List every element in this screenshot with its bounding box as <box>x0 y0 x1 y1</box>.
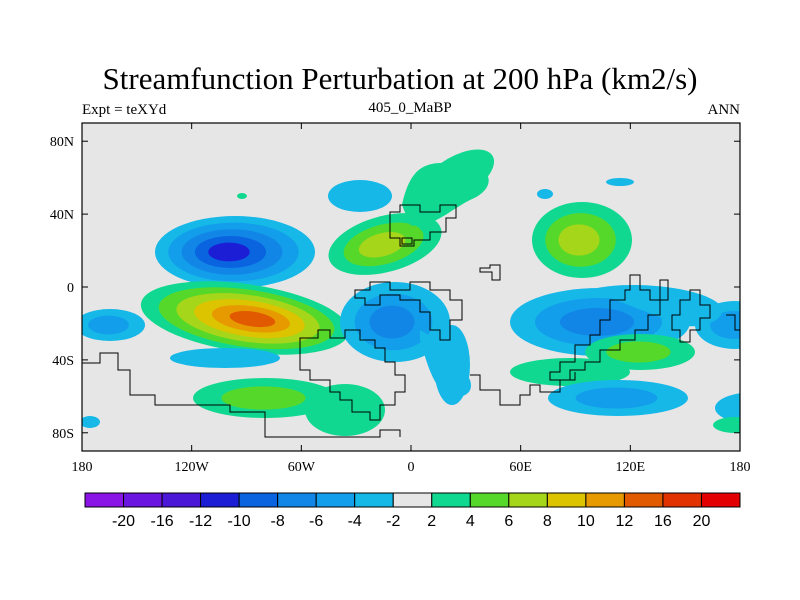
north-america-coast <box>82 352 401 438</box>
colorbar-box <box>123 492 163 508</box>
north-atlantic-bridge <box>402 162 489 226</box>
coastline <box>82 204 740 438</box>
experiment-label: Expt = teXYd <box>82 102 167 118</box>
east-pacific-coast <box>726 314 740 331</box>
indian-low-level-3 <box>559 308 635 336</box>
africa-low-level-3 <box>369 305 415 339</box>
asia-bridge <box>590 285 722 327</box>
axis-ticks: 180 120W 60W 0 60E 120E 180 80N 40N 0 40S 80S <box>50 123 751 475</box>
colorbar-label: 4 <box>466 513 475 530</box>
y-tick-label: 0 <box>67 281 74 296</box>
colorbar-box <box>277 492 317 508</box>
southern-high-a-level-2 <box>221 386 306 410</box>
africa-bridge <box>420 330 471 397</box>
colorbar-box <box>546 492 587 508</box>
colorbar-box <box>200 492 240 508</box>
india-coast <box>549 274 669 381</box>
colorbar-box <box>315 492 356 508</box>
colorbar-box <box>84 492 125 508</box>
colorbar-label: 10 <box>577 513 595 530</box>
season-label: ANN <box>707 102 741 118</box>
east-arctic-low-level-1 <box>606 178 634 186</box>
colorbar-label: 8 <box>543 513 552 530</box>
colorbar-label: -6 <box>309 513 323 530</box>
colorbar-label: -2 <box>386 513 400 530</box>
colorbar-box <box>662 492 702 508</box>
colorbar-label: 12 <box>616 513 634 530</box>
x-tick-label: 120E <box>616 460 646 475</box>
chart-title: Streamfunction Perturbation at 200 hPa (… <box>102 61 698 96</box>
south-pacific-low-level-1 <box>170 348 280 368</box>
x-tick-label: 60E <box>509 460 532 475</box>
colorbar-box <box>161 492 202 508</box>
y-tick-label: 40N <box>50 208 74 223</box>
europe-small-coast <box>401 237 413 245</box>
southern-high-c-level-1 <box>713 417 740 433</box>
contour-fills <box>82 149 740 436</box>
colorbar-label: 20 <box>693 513 711 530</box>
colorbar-box <box>238 492 279 508</box>
colorbar-box <box>508 492 548 508</box>
southwest-low-level-1 <box>715 393 740 423</box>
maritime-continent-coast <box>671 289 711 343</box>
africa-coast <box>354 281 463 341</box>
colorbar-label: 2 <box>427 513 436 530</box>
north-atl-low-level-1 <box>537 189 553 199</box>
east-pacific-low-level-2 <box>88 315 129 335</box>
colorbar-box <box>469 492 510 508</box>
asia-coast <box>479 264 501 281</box>
colorbar-box <box>623 492 664 508</box>
colorbar-box <box>392 492 433 508</box>
colorbar-label: -16 <box>150 513 173 530</box>
colorbar-box <box>354 492 394 508</box>
y-tick-label: 80S <box>52 427 74 442</box>
x-tick-label: 180 <box>72 460 93 475</box>
colorbar-label: -12 <box>189 513 212 530</box>
colorbar-label: -20 <box>112 513 135 530</box>
pacific-south-high-level-6 <box>229 311 276 328</box>
colorbar-label: -4 <box>348 513 362 530</box>
south-atlantic-coast <box>470 372 576 406</box>
case-label: 405_0_MaBP <box>368 100 452 116</box>
colorbar-box <box>431 492 471 508</box>
x-tick-label: 180 <box>730 460 751 475</box>
colorbar-box <box>700 492 741 508</box>
europe-coast <box>389 204 457 247</box>
southern-high-b-level-1 <box>305 384 385 436</box>
asia-high-level-3 <box>558 224 600 256</box>
x-tick-label: 60W <box>288 460 316 475</box>
southern-ocean-high-level-2 <box>606 341 671 363</box>
colorbar-box <box>585 492 625 508</box>
y-tick-label: 80N <box>50 135 74 150</box>
colorbar-label: 6 <box>504 513 513 530</box>
arctic-pac-low-level-1 <box>328 180 392 212</box>
colorbar-label: -8 <box>271 513 285 530</box>
south-america-coast <box>299 329 406 421</box>
colorbar-label: 16 <box>654 513 672 530</box>
southern-ocean-low-level-2 <box>575 387 658 409</box>
antarctic-low-left-level-1 <box>82 416 100 428</box>
pacific-north-low-level-5 <box>208 242 250 262</box>
x-tick-label: 120W <box>175 460 210 475</box>
y-tick-label: 40S <box>52 354 74 369</box>
arctic-high-small-level-1 <box>237 193 247 199</box>
x-tick-label: 0 <box>408 460 415 475</box>
colorbar-label: -10 <box>228 513 251 530</box>
